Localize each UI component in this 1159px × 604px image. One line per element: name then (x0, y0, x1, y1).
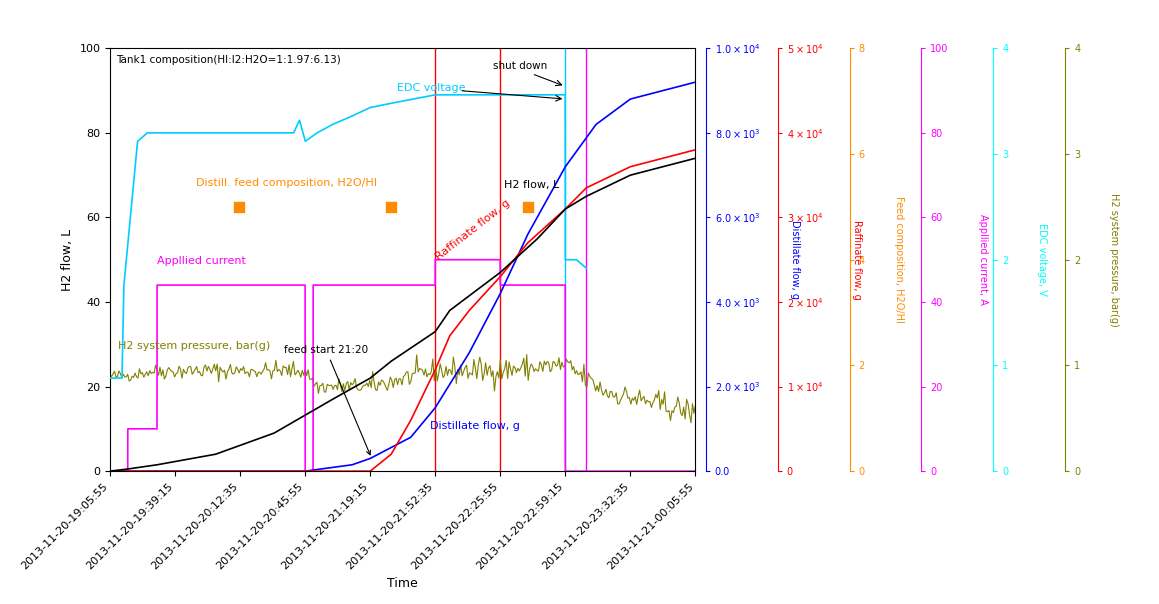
Y-axis label: Appllied current, A: Appllied current, A (978, 214, 987, 305)
Text: Raffinate flow, g: Raffinate flow, g (435, 198, 512, 262)
X-axis label: Time: Time (387, 577, 418, 590)
Text: EDC voltage: EDC voltage (398, 83, 466, 92)
Text: shut down: shut down (493, 62, 547, 71)
Text: Distillate flow, g: Distillate flow, g (430, 421, 520, 431)
Text: H2 system pressure, bar(g): H2 system pressure, bar(g) (118, 341, 270, 350)
Text: H2 flow, L: H2 flow, L (504, 180, 560, 190)
Y-axis label: EDC voltage, V: EDC voltage, V (1037, 223, 1048, 296)
Point (382, 202, 401, 212)
Y-axis label: Raffinate flow, g: Raffinate flow, g (852, 220, 862, 300)
Text: feed start 21:20: feed start 21:20 (284, 345, 371, 455)
Point (229, 202, 248, 212)
Y-axis label: Feed composition, H2O/HI: Feed composition, H2O/HI (894, 196, 904, 323)
Text: Distill. feed composition, H2O/HI: Distill. feed composition, H2O/HI (196, 178, 377, 188)
Text: Appllied current: Appllied current (158, 256, 246, 266)
Y-axis label: Distillate flow, g: Distillate flow, g (789, 220, 800, 299)
Y-axis label: H2 flow, L: H2 flow, L (60, 229, 74, 291)
Point (518, 202, 537, 212)
Text: Tank1 composition(HI:I2:H2O=1:1.97:6.13): Tank1 composition(HI:I2:H2O=1:1.97:6.13) (116, 55, 341, 65)
Y-axis label: H2 system pressure, bar(g): H2 system pressure, bar(g) (1109, 193, 1120, 327)
